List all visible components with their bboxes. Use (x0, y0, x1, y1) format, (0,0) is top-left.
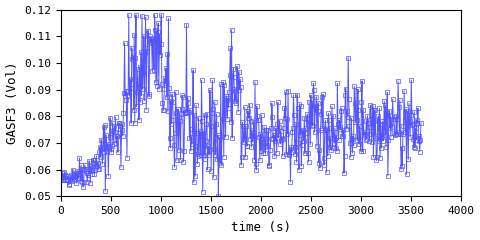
X-axis label: time (s): time (s) (231, 222, 291, 234)
Y-axis label: GASF3 (Vol): GASF3 (Vol) (6, 62, 19, 144)
